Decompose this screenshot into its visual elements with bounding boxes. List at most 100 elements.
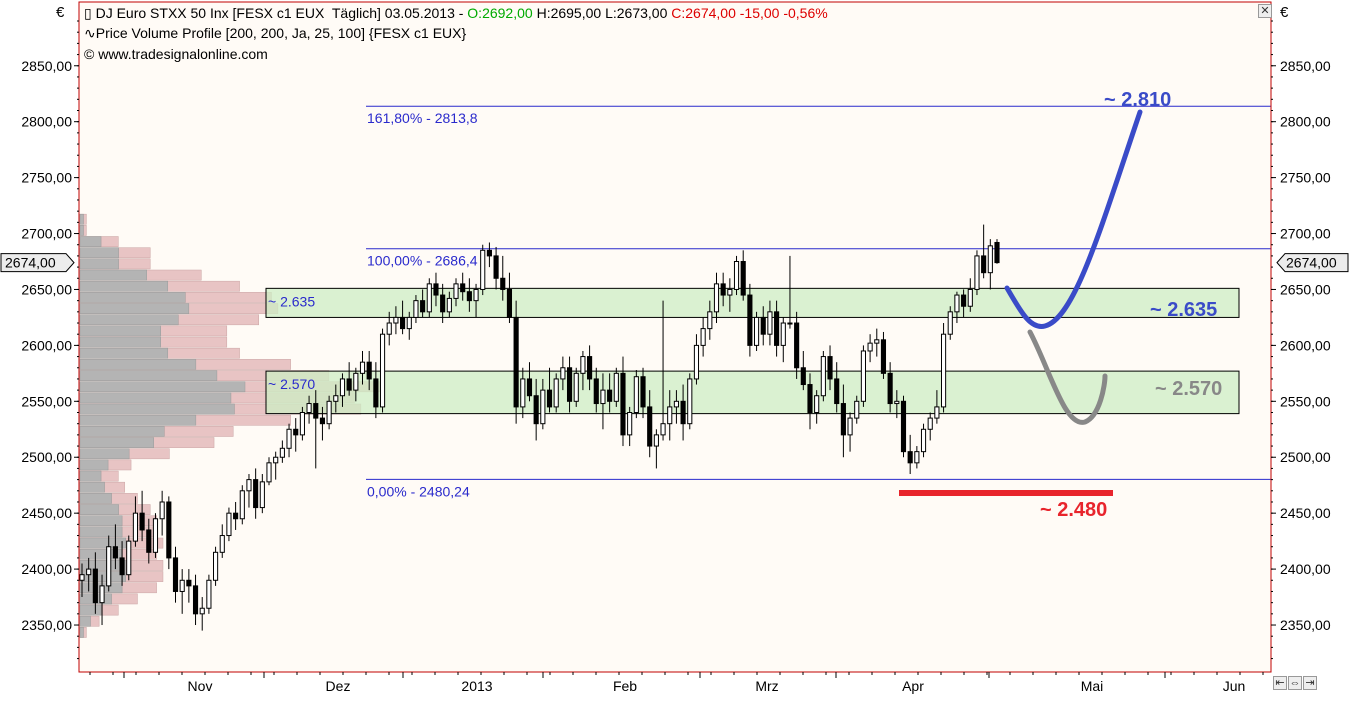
candle-body [894, 400, 900, 405]
candle-body [687, 378, 693, 425]
volume-profile-bar [79, 292, 186, 303]
candle-body [486, 249, 492, 257]
volume-profile-bar [79, 225, 84, 236]
x-month-label: Apr [902, 678, 924, 694]
last-price-label-left: 2674,00 [5, 255, 56, 271]
x-month-label: Dez [326, 678, 351, 694]
candle-body [900, 400, 907, 453]
candle-body [353, 372, 359, 391]
candle-body [79, 574, 85, 581]
legend-open: O:2692,00 [467, 5, 533, 21]
y-tick-label-right: 2500,00 [1280, 449, 1331, 465]
candle-body [827, 356, 833, 380]
y-tick-label-left: 2750,00 [21, 170, 72, 186]
plot-background [79, 2, 1271, 672]
candle-body [326, 400, 332, 425]
volume-profile-bar [79, 403, 235, 415]
volume-profile-bar [79, 336, 161, 348]
candle-body [446, 297, 452, 313]
volume-profile-bar [79, 481, 105, 493]
scroll-right-icon[interactable]: ⇥ [1303, 676, 1317, 690]
last-price-tag-right [1276, 253, 1349, 273]
candle-body [814, 395, 820, 414]
candle-body [874, 339, 880, 344]
volume-profile-bar [79, 615, 91, 627]
candle-body [733, 260, 740, 290]
candle-body [620, 372, 626, 436]
legend-copyright: © www.tradesignalonline.com [84, 46, 268, 62]
volume-profile-bar [79, 236, 102, 247]
zoom-out-icon[interactable]: ⇤ [1273, 676, 1287, 690]
target-annotation: ~ 2.810 [1104, 89, 1171, 111]
candle-body [226, 512, 232, 537]
candle-body [713, 283, 720, 313]
candle-body [780, 322, 786, 346]
candle-body [934, 406, 940, 419]
support-annotation: ~ 2.480 [1040, 499, 1107, 521]
volume-profile-bar [79, 426, 165, 437]
candle-body [106, 546, 112, 587]
candle-body [172, 557, 179, 592]
candle-body [546, 389, 553, 408]
candle-body [887, 372, 893, 405]
candle-body [453, 283, 459, 299]
candle-body [393, 316, 399, 324]
candle-body [914, 451, 920, 464]
y-tick-label-left: 2600,00 [21, 337, 72, 353]
candle-body [293, 428, 299, 436]
support-zone [265, 370, 1240, 415]
candle-body [493, 255, 499, 279]
volume-profile-bar [79, 314, 179, 326]
candle-body [947, 311, 953, 335]
candle-body [800, 367, 806, 386]
close-icon[interactable]: ✕ [1258, 4, 1272, 18]
candle-body [346, 378, 352, 391]
fib-label: 161,80% - 2813,8 [367, 110, 478, 126]
candle-body [940, 333, 947, 408]
currency-symbol-left: € [56, 4, 65, 21]
candle-body [420, 300, 426, 313]
candle-body [587, 356, 593, 380]
volume-profile-bar [79, 258, 119, 270]
candle-body [720, 283, 726, 296]
candle-body [159, 501, 165, 520]
candle-body [273, 456, 279, 464]
candle-body [533, 395, 539, 425]
candle-body [967, 288, 973, 307]
volume-profile-bar [79, 269, 147, 281]
candle-body [339, 378, 346, 397]
candle-body [132, 512, 139, 542]
candle-body [199, 607, 205, 615]
y-tick-label-left: 2500,00 [21, 449, 72, 465]
currency-symbol-right: € [1280, 4, 1289, 21]
y-tick-label-right: 2350,00 [1280, 617, 1331, 633]
legend-symbol-icon: ▯ [84, 5, 96, 21]
candle-body [86, 568, 92, 576]
volume-profile-bar [79, 370, 218, 381]
candle-body [854, 400, 860, 419]
scenario-up-arrow [1004, 109, 1143, 329]
support-zone [265, 287, 1240, 318]
last-price-tag-left [0, 253, 75, 273]
x-month-label: Jun [1223, 678, 1246, 694]
volume-profile-bar [79, 459, 109, 471]
candle-body [526, 378, 533, 397]
candle-body [506, 288, 513, 318]
legend-indicator-line: ∿Price Volume Profile [200, 200, Ja, 25,… [84, 24, 466, 42]
volume-profile-bar [79, 325, 161, 337]
candle-body [693, 344, 700, 380]
y-tick-label-right: 2550,00 [1280, 393, 1331, 409]
candle-body [954, 294, 960, 313]
volume-profile-bar [79, 526, 123, 538]
candle-body [834, 378, 840, 405]
candle-body [600, 389, 606, 405]
candle-body [379, 333, 386, 408]
candle-body [426, 283, 432, 313]
candle-body [880, 339, 887, 374]
candle-body [700, 328, 706, 346]
volume-profile-bar [79, 504, 119, 515]
candle-body [480, 249, 486, 290]
zoom-in-icon[interactable]: ⇔ [1288, 676, 1302, 690]
candle-body [112, 546, 118, 559]
